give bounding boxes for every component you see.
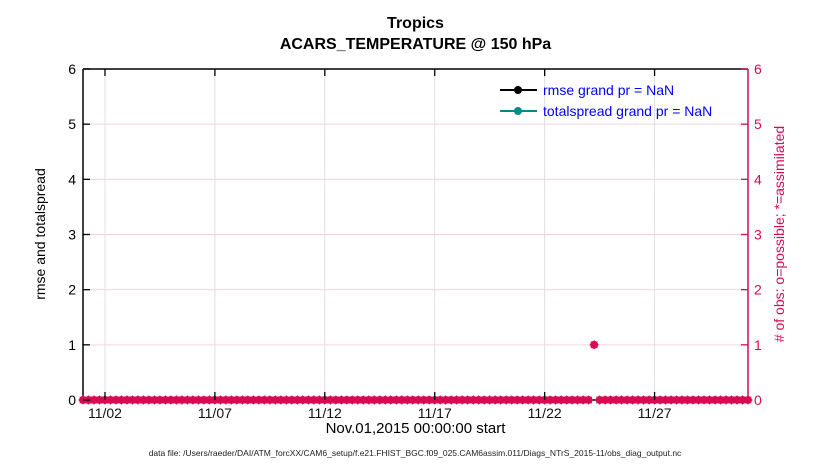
totalspread-line-marker-icon (500, 106, 537, 116)
rmse-line-marker-icon (500, 85, 537, 95)
obs-assimilated-marker (589, 339, 600, 350)
left-tick-label: 0 (68, 392, 76, 408)
right-tick-label: 5 (754, 116, 762, 132)
obs-assimilated-marker (583, 395, 594, 405)
x-tick-label: 11/07 (198, 405, 232, 421)
x-tick-label: 11/02 (88, 405, 122, 421)
right-tick-label: 2 (754, 282, 762, 298)
x-tick-label: 11/22 (528, 405, 562, 421)
right-tick-label: 0 (754, 392, 762, 408)
right-tick-label: 6 (754, 61, 762, 77)
x-tick-label: 11/27 (638, 405, 672, 421)
left-tick-label: 2 (68, 282, 76, 298)
legend-item-rmse: rmse grand pr = NaN (500, 79, 712, 100)
right-tick-label: 3 (754, 227, 762, 243)
left-tick-label: 3 (68, 227, 76, 243)
plot-subtitle: ACARS_TEMPERATURE @ 150 hPa (279, 36, 552, 53)
right-tick-label: 4 (754, 171, 762, 187)
legend-label-totalspread: totalspread grand pr = NaN (543, 102, 713, 119)
legend-item-totalspread: totalspread grand pr = NaN (500, 100, 712, 121)
right-tick-label: 1 (754, 337, 762, 353)
left-tick-label: 1 (68, 337, 76, 353)
x-tick-label: 11/17 (418, 405, 452, 421)
x-tick-label: 11/12 (308, 405, 342, 421)
left-tick-label: 6 (68, 61, 76, 77)
left-tick-label: 4 (68, 171, 76, 187)
left-tick-label: 5 (68, 116, 76, 132)
legend-label-rmse: rmse grand pr = NaN (543, 81, 675, 98)
data-file-caption: data file: /Users/raeder/DAI/ATM_forcXX/… (148, 448, 682, 458)
plot-title: Tropics (387, 15, 444, 32)
legend: rmse grand pr = NaN totalspread grand pr… (500, 79, 712, 121)
x-axis-label: Nov.01,2015 00:00:00 start (325, 420, 506, 437)
